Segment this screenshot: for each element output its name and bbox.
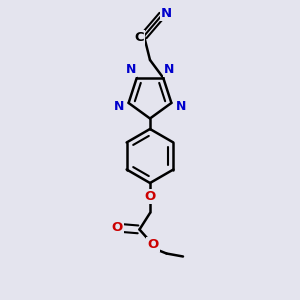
- Text: C: C: [135, 31, 144, 44]
- Text: N: N: [125, 63, 136, 76]
- Text: N: N: [113, 100, 124, 113]
- Text: O: O: [147, 238, 159, 251]
- Text: O: O: [111, 220, 123, 234]
- Text: N: N: [176, 100, 187, 113]
- Text: O: O: [144, 190, 156, 203]
- Text: N: N: [164, 63, 175, 76]
- Text: N: N: [161, 7, 172, 20]
